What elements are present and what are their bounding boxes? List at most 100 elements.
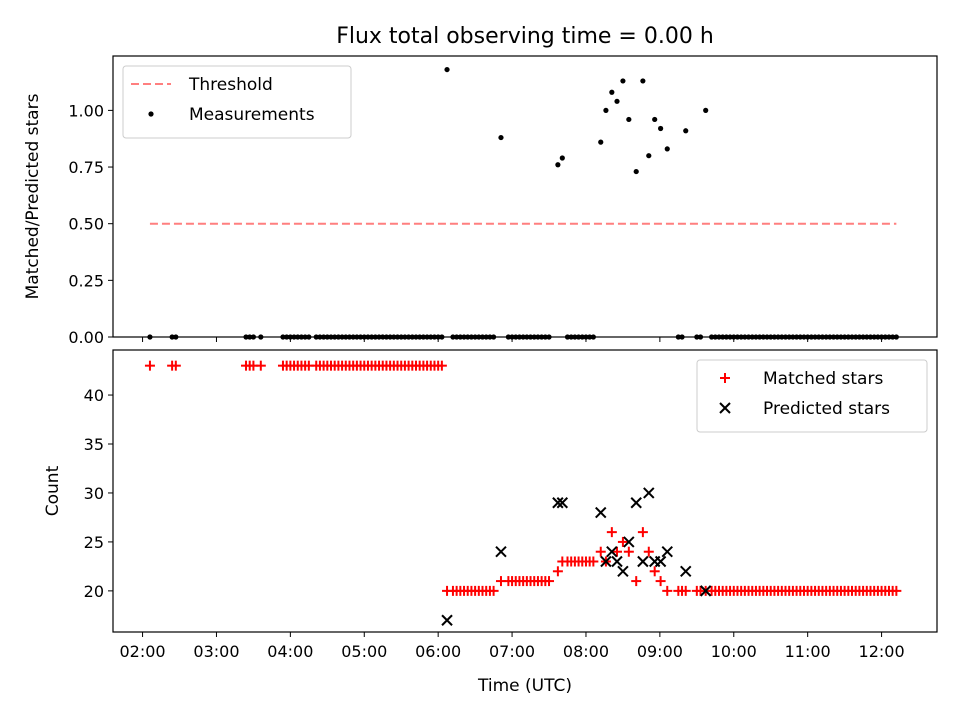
x-tick-label: 03:00 [193, 642, 239, 661]
measurement-point [646, 153, 652, 159]
y-tick-label: 40 [84, 386, 104, 405]
measurement-point [444, 66, 450, 73]
legend-label: Matched stars [763, 369, 883, 389]
predicted-stars-point [595, 506, 607, 519]
measurement-point [620, 78, 626, 84]
matched-stars-point [677, 585, 688, 596]
bottom-y-axis-label: Count [43, 465, 63, 516]
matched-stars-point [606, 527, 617, 538]
matched-stars-point [891, 585, 902, 596]
bottom-legend: Matched stars Predicted stars [696, 359, 928, 433]
matched-stars-point [588, 556, 599, 567]
matched-stars-point [649, 566, 660, 577]
chart-title: Flux total observing time = 0.00 h [336, 24, 714, 49]
x-tick-label: 11:00 [785, 642, 831, 661]
predicted-stars-point [600, 555, 612, 568]
y-tick-label: 35 [84, 435, 104, 454]
legend-box [122, 65, 352, 139]
top-panel: 0.00 0.25 0.50 0.75 1.00 Matched/Predicted s… [23, 55, 938, 347]
measurement-point [658, 125, 664, 132]
matched-stars-point [623, 546, 634, 557]
legend-label: Threshold [188, 75, 273, 95]
predicted-stars-point [680, 565, 692, 577]
legend-label: Predicted stars [763, 399, 890, 419]
predicted-stars-point [699, 585, 712, 597]
matched-stars-point [255, 360, 266, 371]
x-axis: 02:00 03:00 04:00 05:00 06:00 07:00 08:00 09:00… [120, 337, 905, 661]
predicted-stars-point [654, 555, 667, 568]
measurement-point [652, 116, 658, 123]
measurement-point [498, 134, 504, 141]
y-tick-label: 30 [84, 484, 104, 503]
matched-stars-point [612, 546, 623, 557]
y-tick-label: 0.25 [68, 271, 104, 290]
top-y-axis: 0.00 0.25 0.50 0.75 1.00 [68, 101, 113, 347]
legend-matched-swatch [720, 373, 730, 383]
x-tick-label: 12:00 [859, 642, 905, 661]
x-tick-label: 10:00 [711, 642, 757, 661]
y-tick-label: 0.75 [68, 158, 104, 177]
measurement-point [555, 162, 561, 168]
matched-stars-point [637, 527, 648, 538]
predicted-stars-point [617, 565, 629, 577]
top-y-axis-label: Matched/Predicted stars [23, 93, 43, 299]
top-axes-frame [112, 55, 938, 338]
measurement-point [626, 116, 632, 123]
x-tick-label: 06:00 [415, 642, 461, 661]
predicted-stars-point [606, 546, 618, 558]
matched-stars-point [617, 536, 628, 547]
measurement-point [614, 98, 620, 104]
legend-measurements-swatch [148, 111, 154, 117]
matched-stars-point [595, 546, 606, 557]
measurement-point [559, 155, 565, 161]
predicted-stars-point [556, 497, 569, 509]
x-tick-label: 09:00 [637, 642, 683, 661]
bottom-panel: 20 25 30 35 40 Count Matched stars Predicted … [43, 349, 938, 633]
x-tick-label: 08:00 [563, 642, 609, 661]
y-tick-label: 20 [84, 582, 104, 601]
matched-stars-point [552, 566, 563, 577]
predicted-stars-point [552, 497, 564, 509]
legend-predicted-swatch [719, 402, 731, 414]
measurement-point [603, 107, 609, 113]
matched-stars-point [631, 576, 642, 587]
measurement-point [640, 78, 646, 84]
measurement-point [664, 146, 670, 152]
predicted-stars-point [661, 546, 673, 558]
x-tick-label: 04:00 [267, 642, 313, 661]
matched-stars-point [170, 360, 181, 371]
matched-stars-point [436, 360, 447, 371]
matched-stars-point [144, 360, 155, 371]
x-axis-label: Time (UTC) [477, 676, 572, 696]
measurement-point [598, 139, 604, 145]
predicted-stars-point [643, 487, 655, 499]
matched-stars-point [488, 585, 499, 596]
predicted-stars-point [441, 614, 453, 626]
matched-stars-point [655, 576, 666, 587]
x-tick-label: 07:00 [489, 642, 535, 661]
measurement-point [703, 107, 709, 113]
measurement-point [609, 89, 615, 95]
predicted-stars-point [630, 497, 642, 509]
bottom-plot-area [144, 360, 902, 626]
predicted-stars-point [637, 555, 649, 568]
y-tick-label: 1.00 [68, 101, 104, 120]
predicted-stars-point [623, 536, 635, 548]
top-legend: Threshold Measurements [122, 65, 352, 139]
y-tick-label: 0.00 [68, 328, 104, 347]
x-tick-label: 02:00 [120, 642, 166, 661]
bottom-y-axis: 20 25 30 35 40 [84, 386, 113, 601]
measurement-point [633, 168, 639, 175]
bottom-axes-frame [112, 349, 938, 633]
matched-stars-point [544, 576, 555, 587]
matched-stars-point [643, 546, 654, 557]
matched-stars-point [662, 585, 673, 596]
x-tick-label: 05:00 [341, 642, 387, 661]
y-tick-label: 0.50 [68, 215, 104, 234]
legend-label: Measurements [189, 105, 315, 125]
matched-stars-point [695, 585, 706, 596]
y-tick-label: 25 [84, 533, 104, 552]
predicted-stars-point [495, 546, 507, 558]
predicted-stars-point [611, 555, 623, 568]
